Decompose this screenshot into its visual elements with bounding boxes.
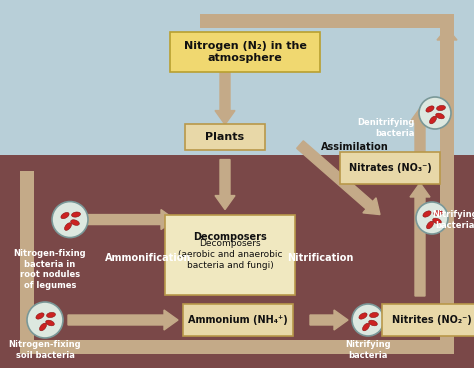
FancyArrow shape <box>388 310 410 330</box>
Text: Nitrites (NO₂⁻): Nitrites (NO₂⁻) <box>392 315 472 325</box>
Text: Plants: Plants <box>205 132 245 142</box>
Bar <box>20 170 34 354</box>
Circle shape <box>416 202 448 234</box>
Ellipse shape <box>429 116 437 124</box>
Ellipse shape <box>426 106 434 112</box>
Text: Nitrifying
bacteria: Nitrifying bacteria <box>345 340 391 360</box>
Ellipse shape <box>363 323 369 331</box>
Ellipse shape <box>72 212 81 217</box>
Ellipse shape <box>370 312 378 318</box>
Circle shape <box>27 302 63 338</box>
Ellipse shape <box>64 223 72 230</box>
Text: Nitrifying
bacteria: Nitrifying bacteria <box>432 210 474 230</box>
FancyBboxPatch shape <box>340 152 440 184</box>
Text: Assimilation: Assimilation <box>321 142 389 152</box>
FancyBboxPatch shape <box>183 304 293 336</box>
Ellipse shape <box>434 210 442 216</box>
Text: Nitrogen-fixing
soil bacteria: Nitrogen-fixing soil bacteria <box>9 340 82 360</box>
Ellipse shape <box>359 313 367 319</box>
Text: Nitrification: Nitrification <box>287 253 353 263</box>
FancyArrow shape <box>410 108 430 153</box>
Text: Ammonification: Ammonification <box>105 253 191 263</box>
Ellipse shape <box>423 211 431 217</box>
Ellipse shape <box>39 323 46 331</box>
Text: Decomposers: Decomposers <box>193 231 267 241</box>
FancyArrow shape <box>410 183 430 296</box>
Ellipse shape <box>427 221 433 229</box>
Circle shape <box>419 97 451 129</box>
Ellipse shape <box>436 113 444 119</box>
Bar <box>0 155 474 368</box>
FancyArrow shape <box>310 310 348 330</box>
Circle shape <box>52 202 88 238</box>
Bar <box>20 340 454 354</box>
FancyArrow shape <box>215 160 235 209</box>
Ellipse shape <box>46 312 55 318</box>
FancyArrow shape <box>88 209 175 230</box>
Text: Nitrogen-fixing
bacteria in
root nodules
of legumes: Nitrogen-fixing bacteria in root nodules… <box>14 250 86 290</box>
Text: Ammonium (NH₄⁺): Ammonium (NH₄⁺) <box>188 315 288 325</box>
Text: Nitrogen (N₂) in the
atmosphere: Nitrogen (N₂) in the atmosphere <box>183 41 306 63</box>
FancyBboxPatch shape <box>170 32 320 72</box>
Bar <box>440 20 454 348</box>
FancyBboxPatch shape <box>185 124 265 149</box>
FancyArrow shape <box>437 28 457 40</box>
Text: Denitrifying
bacteria: Denitrifying bacteria <box>357 118 415 138</box>
FancyArrow shape <box>68 310 178 330</box>
Ellipse shape <box>433 218 441 224</box>
Ellipse shape <box>46 320 55 326</box>
Ellipse shape <box>71 220 79 225</box>
Bar <box>200 14 454 28</box>
Ellipse shape <box>61 212 69 219</box>
FancyArrow shape <box>297 141 380 215</box>
FancyArrow shape <box>225 274 245 288</box>
FancyBboxPatch shape <box>382 304 474 336</box>
Ellipse shape <box>36 313 44 319</box>
Text: Decomposers
(aerobic and anaerobic
bacteria and fungi): Decomposers (aerobic and anaerobic bacte… <box>178 239 282 270</box>
FancyBboxPatch shape <box>165 215 295 294</box>
Ellipse shape <box>369 320 377 326</box>
Circle shape <box>352 304 384 336</box>
Bar <box>0 0 474 155</box>
Ellipse shape <box>437 105 446 110</box>
FancyArrow shape <box>215 45 235 124</box>
Text: Nitrates (NO₃⁻): Nitrates (NO₃⁻) <box>348 163 431 173</box>
